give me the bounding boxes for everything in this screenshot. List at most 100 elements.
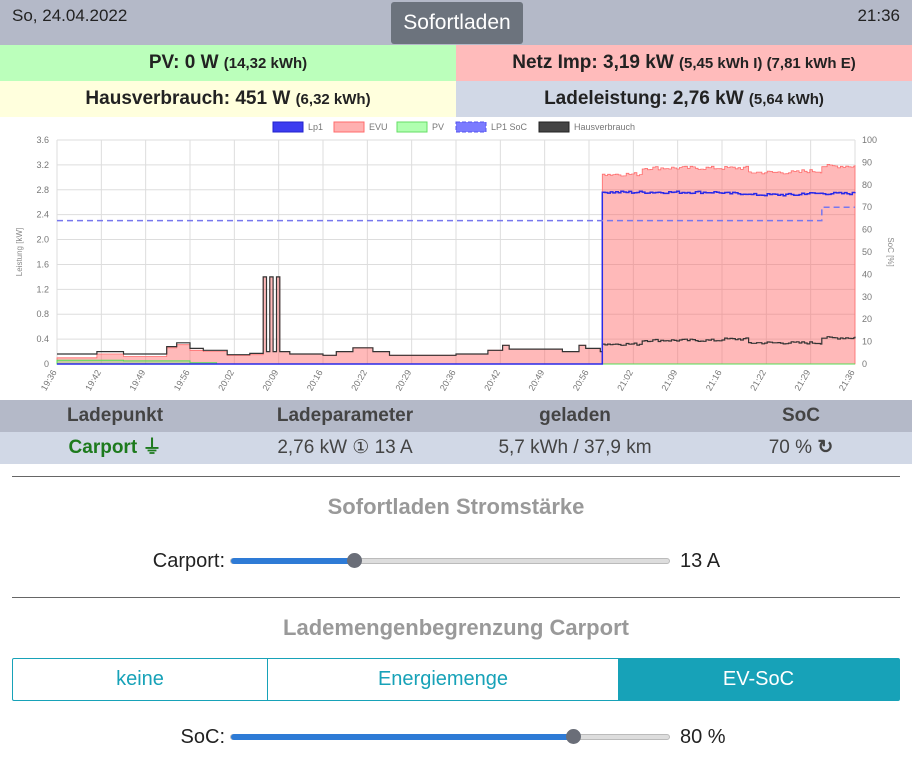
x-tick-label: 19:49	[127, 368, 147, 393]
soc-value: 70 %	[768, 437, 813, 458]
loadpoint-soc: 70 % ↻	[690, 432, 912, 464]
x-tick-label: 20:56	[571, 368, 591, 393]
col-header: Ladeparameter	[230, 400, 460, 432]
legend-label: LP1 SoC	[491, 122, 528, 132]
y-tick-label: 3.6	[36, 135, 49, 145]
legend-swatch	[396, 121, 428, 133]
x-tick-label: 21:29	[792, 368, 812, 393]
x-tick-label: 21:16	[704, 368, 724, 393]
y2-tick-label: 80	[862, 180, 872, 190]
legend-swatch	[538, 121, 570, 133]
plug-icon: ⏚	[142, 437, 162, 458]
legend-swatch	[455, 121, 487, 133]
x-tick-label: 20:29	[393, 368, 413, 393]
grid-stat: Netz Imp: 3,19 kW (5,45 kWh I) (7,81 kWh…	[456, 45, 912, 81]
charge-stat: Ladeleistung: 2,76 kW (5,64 kWh)	[456, 81, 912, 117]
col-header: geladen	[460, 400, 690, 432]
x-tick-label: 19:42	[83, 368, 103, 393]
house-stat: Hausverbrauch: 451 W (6,32 kWh)	[0, 81, 456, 117]
series-lp1-soc	[57, 206, 855, 222]
chart-svg: 0 0.4 0.8 1.2 1.6 2.0 2.4 2.8 3.2 3.6 0 10 20 30 40 50 6…	[15, 121, 895, 393]
y2-tick-label: 10	[862, 337, 872, 347]
col-header: SoC	[690, 400, 912, 432]
soc-row: SoC: 80 %	[0, 713, 912, 761]
legend-label: Hausverbrauch	[574, 122, 635, 132]
x-tick-label: 19:36	[39, 368, 59, 393]
y2-tick-label: 0	[862, 359, 867, 369]
loadpoint-charged: 5,7 kWh / 37,9 km	[460, 432, 690, 464]
x-tick-label: 21:22	[748, 368, 768, 393]
soc-limit-value: 80 %	[680, 725, 726, 748]
y2-tick-label: 60	[862, 225, 872, 235]
y-tick-label: 2.4	[36, 210, 49, 220]
x-tick-label: 21:09	[659, 368, 679, 393]
clock: 21:36	[857, 6, 900, 25]
current-slider[interactable]	[230, 553, 670, 568]
refresh-icon[interactable]: ↻	[817, 437, 834, 458]
limit-mode-group: keine Energiemenge EV-SoC	[12, 658, 900, 701]
x-tick-label: 20:09	[260, 368, 280, 393]
slider-fill	[231, 558, 354, 564]
series-lp1	[57, 190, 856, 365]
y-tick-label: 0.4	[36, 334, 49, 344]
loadpoint-table: Ladepunkt Ladeparameter geladen SoC Carp…	[0, 400, 912, 464]
y2-tick-label: 50	[862, 247, 872, 257]
legend-swatch	[333, 121, 365, 133]
x-tick-label: 20:16	[305, 368, 325, 393]
y-axis-label: Leistung [kW]	[15, 228, 24, 276]
section-title: Sofortladen Stromstärke	[327, 494, 585, 519]
y-tick-label: 3.2	[36, 160, 49, 170]
current-value: 13 A	[680, 549, 721, 572]
legend-swatch	[272, 121, 304, 133]
current-label: Carport:	[152, 549, 225, 572]
x-tick-label: 21:02	[615, 368, 635, 393]
charge-value: Ladeleistung: 2,76 kW	[544, 88, 744, 109]
soc-slider[interactable]	[230, 729, 670, 744]
y-tick-label: 2.0	[36, 235, 49, 245]
y2-tick-label: 20	[862, 314, 872, 324]
charge-energy: (5,64 kWh)	[748, 91, 824, 108]
y-tick-label: 2.8	[36, 185, 49, 195]
legend-label: EVU	[369, 122, 388, 132]
y2-axis-label: SoC [%]	[886, 237, 895, 266]
loadpoint-params: 2,76 kW ① 13 A	[230, 432, 460, 464]
x-tick-label: 20:22	[349, 368, 369, 393]
house-energy: (6,32 kWh)	[295, 91, 371, 108]
charge-mode-button[interactable]: Sofortladen	[391, 2, 523, 44]
y-tick-label: 0.8	[36, 309, 49, 319]
x-tick-label: 20:49	[526, 368, 546, 393]
limit-option-energy[interactable]: Energiemenge	[377, 668, 509, 690]
x-tick-label: 20:42	[482, 368, 502, 393]
grid-energy: (5,45 kWh I) (7,81 kWh E)	[679, 55, 856, 72]
x-tick-label: 20:36	[438, 368, 458, 393]
y2-tick-label: 30	[862, 292, 872, 302]
legend-label: PV	[432, 122, 444, 132]
y2-tick-label: 100	[862, 135, 877, 145]
series-hausverbrauch	[57, 276, 856, 356]
y-tick-label: 1.2	[36, 284, 49, 294]
grid-value: Netz Imp: 3,19 kW	[512, 52, 674, 73]
stats-panel: PV: 0 W (14,32 kWh) Netz Imp: 3,19 kW (5…	[0, 45, 912, 117]
y2-tick-label: 70	[862, 202, 872, 212]
loadpoint-name-label: Carport	[68, 437, 138, 458]
y-tick-label: 1.6	[36, 259, 49, 269]
pv-value: PV: 0 W	[148, 52, 219, 73]
x-tick-label: 21:36	[837, 368, 857, 393]
pv-stat: PV: 0 W (14,32 kWh)	[0, 45, 456, 81]
x-tick-label: 19:56	[172, 368, 192, 393]
y2-tick-label: 40	[862, 269, 872, 279]
slider-fill	[231, 734, 573, 740]
y2-tick-label: 90	[862, 157, 872, 167]
date: So, 24.04.2022	[12, 6, 128, 25]
limit-option-soc[interactable]: EV-SoC	[618, 659, 899, 700]
col-header: Ladepunkt	[0, 400, 230, 432]
divider	[12, 476, 900, 477]
slider-handle[interactable]	[346, 553, 362, 568]
legend-label: Lp1	[308, 122, 323, 132]
loadpoint-name[interactable]: Carport ⏚	[0, 432, 230, 464]
limit-option-none[interactable]: keine	[13, 659, 268, 700]
current-row: Carport: 13 A	[0, 537, 912, 585]
slider-handle[interactable]	[565, 729, 581, 744]
y-tick-label: 0	[44, 359, 49, 369]
pv-energy: (14,32 kWh)	[223, 55, 308, 72]
